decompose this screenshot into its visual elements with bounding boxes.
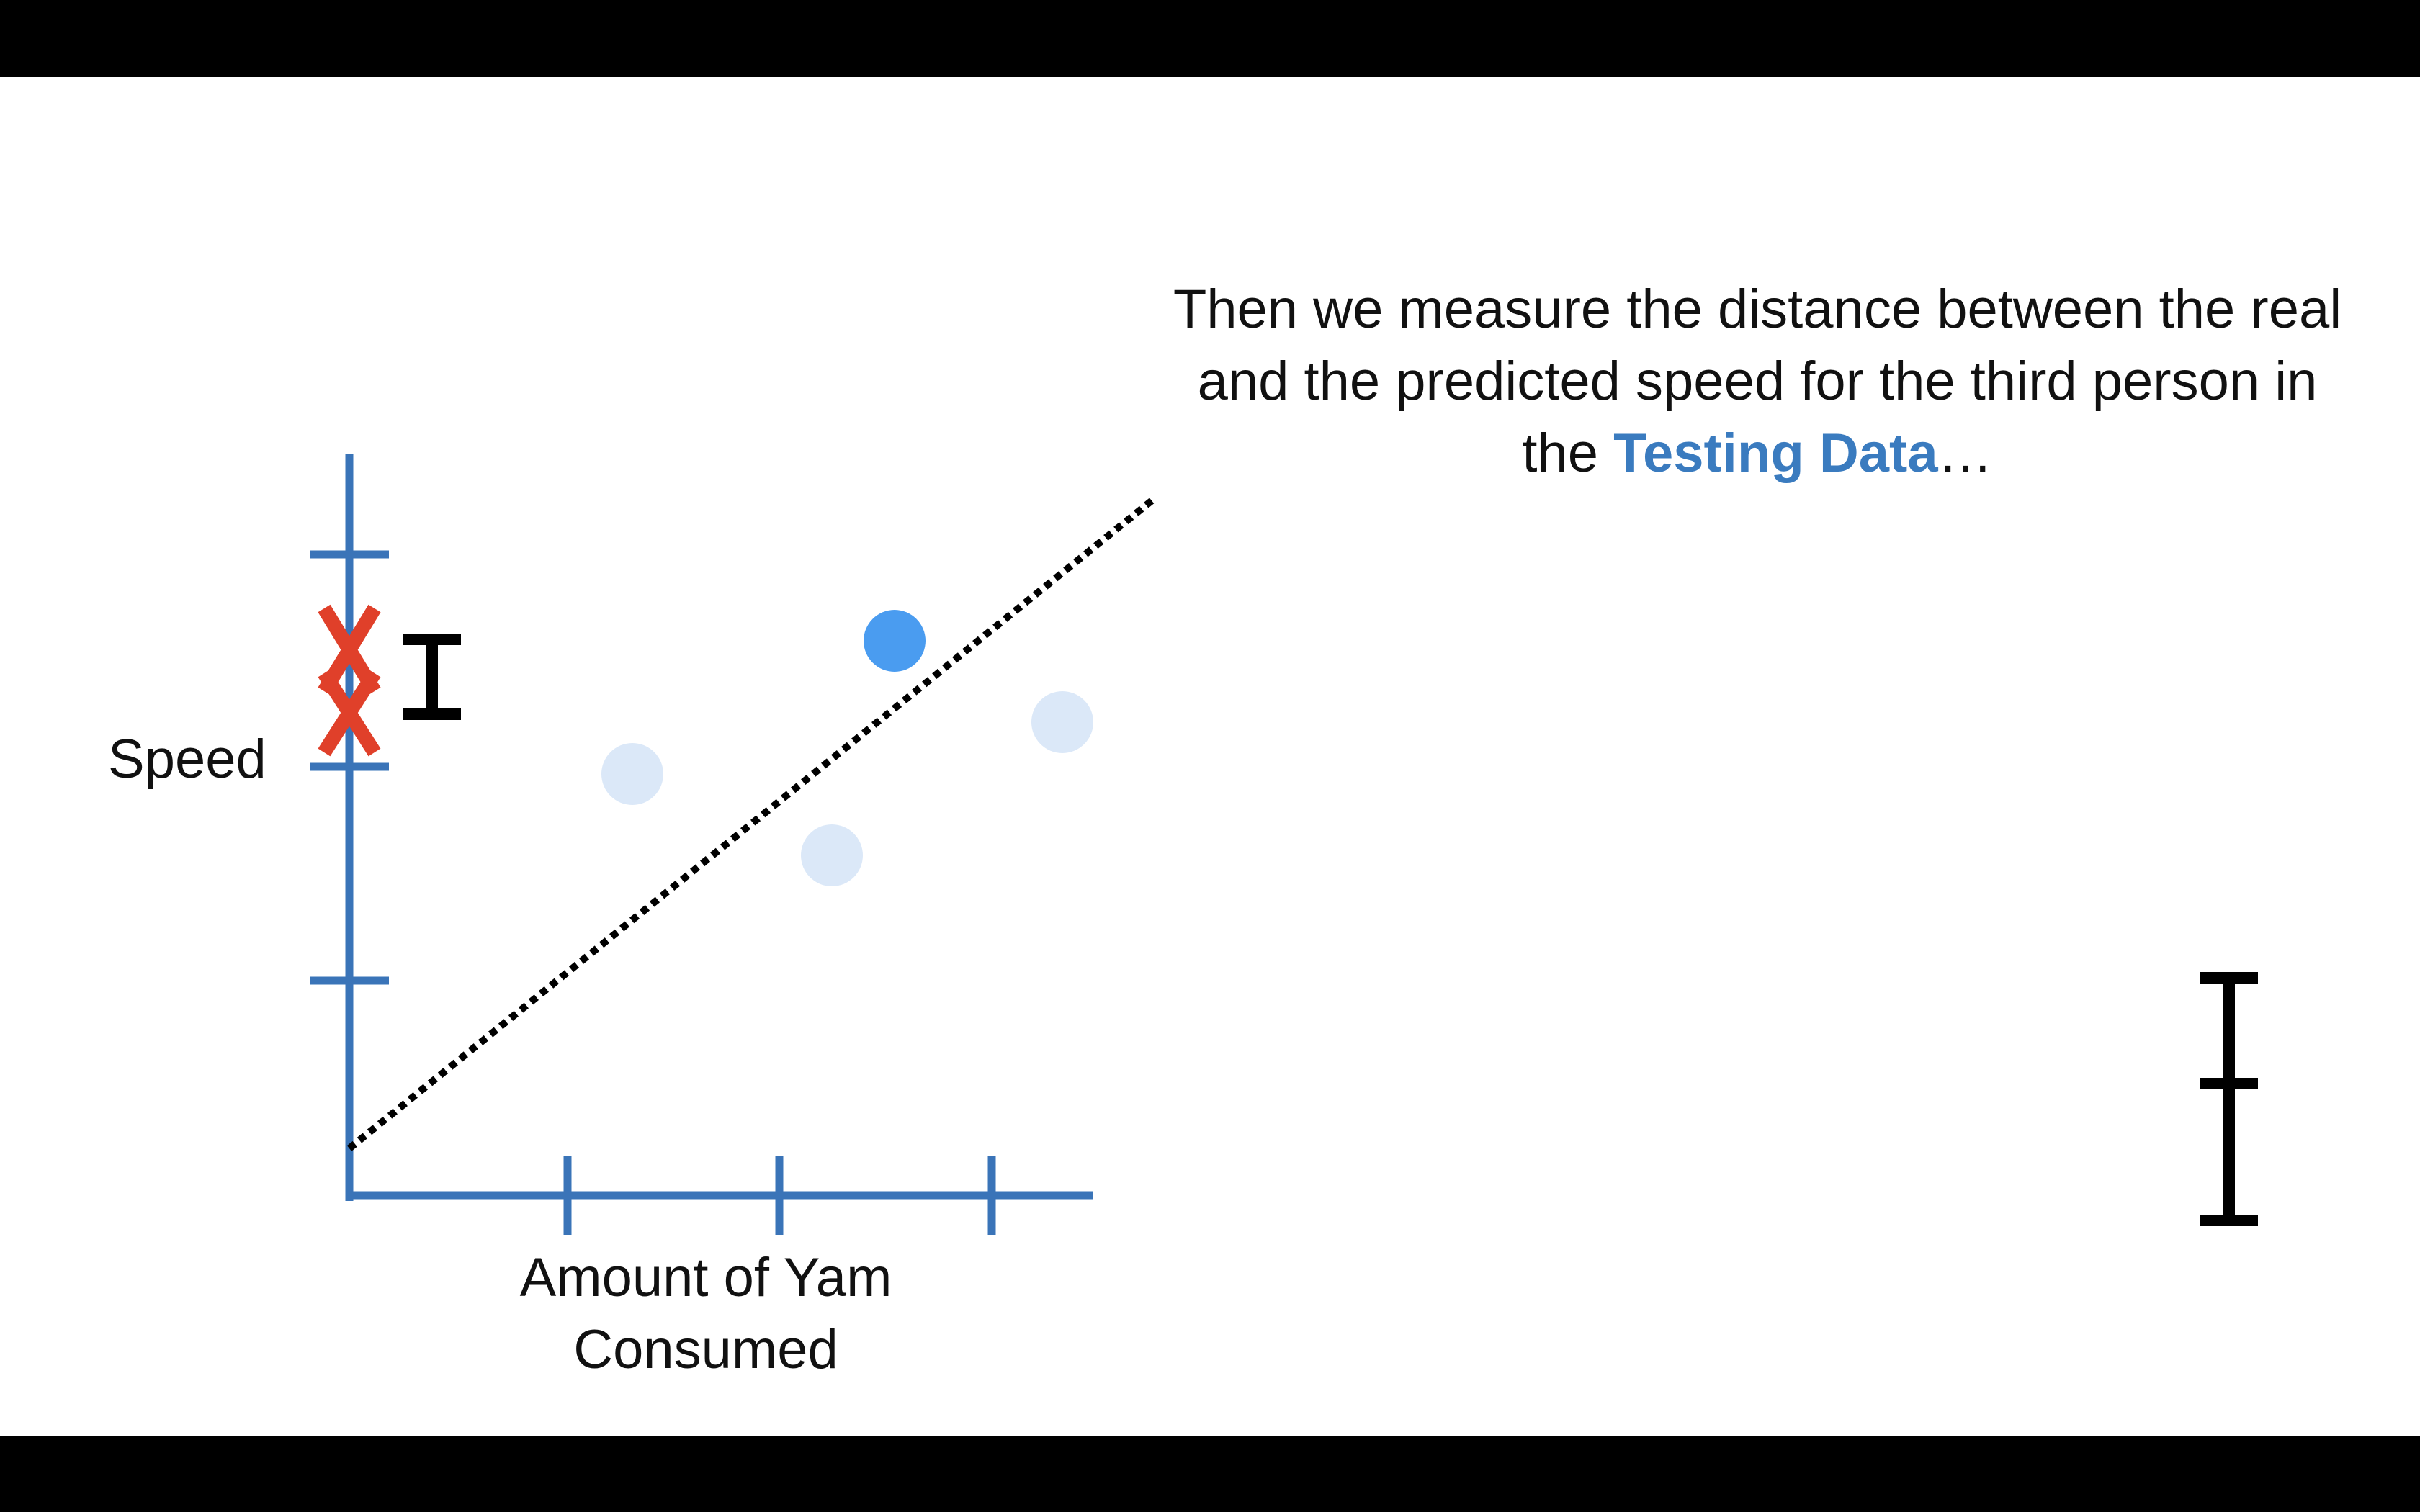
slide-canvas xyxy=(0,77,2420,1436)
x-mark-icon xyxy=(318,669,381,757)
caption-highlight: Testing Data xyxy=(1613,423,1938,484)
y-axis-label: Speed xyxy=(108,729,266,790)
distance-bar-icon xyxy=(403,634,461,720)
x-axis-label: Amount of Yam Consumed xyxy=(519,1247,892,1380)
slide-caption: Then we measure the distance between the… xyxy=(1152,274,2362,490)
stacked-error-bar-icon xyxy=(2200,972,2258,1226)
data-point-faded xyxy=(601,743,663,805)
caption-ellipsis: … xyxy=(1937,423,1993,484)
caption-text: Then we measure the distance between the… xyxy=(1173,279,2342,484)
fit-line xyxy=(346,496,1157,1151)
data-point-faded xyxy=(801,824,863,886)
data-point-highlighted xyxy=(864,610,926,672)
data-point-faded xyxy=(1031,691,1093,753)
